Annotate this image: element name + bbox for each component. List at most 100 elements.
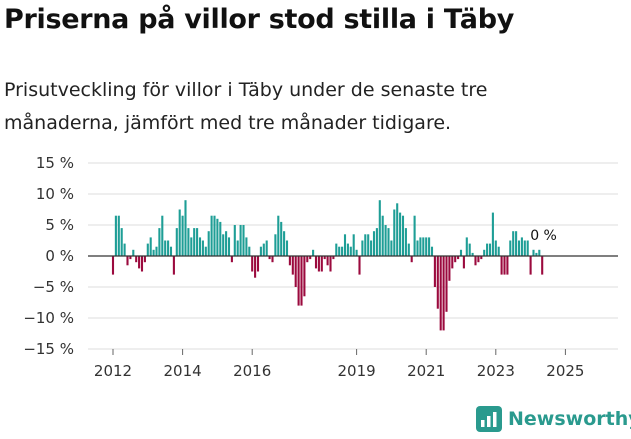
bar [367, 234, 370, 256]
bar [222, 234, 225, 256]
bar [138, 256, 141, 269]
bar [323, 256, 326, 260]
bar [515, 231, 518, 256]
bar [509, 240, 512, 256]
bar [439, 256, 442, 331]
bar [500, 256, 503, 275]
bar [117, 215, 120, 256]
bar [175, 228, 178, 256]
bar [349, 246, 352, 256]
bar [225, 231, 228, 256]
bar [146, 243, 149, 256]
bar [317, 256, 320, 272]
bar [474, 256, 477, 266]
bar [248, 246, 251, 256]
bar [129, 256, 132, 260]
x-tick-label: 2014 [164, 362, 202, 380]
bar [303, 256, 306, 297]
bar [454, 256, 457, 263]
bar [459, 249, 463, 256]
bar [404, 228, 407, 256]
bar [355, 249, 358, 256]
bar [372, 231, 376, 256]
bar [265, 240, 268, 256]
bar [262, 243, 265, 256]
bar [312, 249, 315, 256]
bar [245, 237, 248, 256]
bar [306, 256, 309, 263]
bar [111, 256, 115, 275]
bar [538, 249, 541, 256]
bar [190, 237, 193, 256]
page-title: Priserna på villor stod stilla i Täby [4, 4, 515, 35]
bar [120, 228, 123, 256]
bar [143, 256, 146, 263]
bar [213, 215, 216, 256]
bar [488, 243, 492, 256]
bar [477, 256, 480, 263]
bar [152, 249, 155, 256]
bar [494, 240, 497, 256]
bar [471, 252, 474, 256]
bar [341, 246, 344, 256]
bar [132, 249, 135, 256]
bar [370, 240, 373, 256]
x-tick-label: 2016 [233, 362, 271, 380]
bar [381, 215, 384, 256]
bar [497, 246, 500, 256]
bar [419, 237, 422, 256]
bar [384, 225, 387, 256]
bar [465, 237, 468, 256]
bar [541, 256, 544, 275]
bar [358, 256, 361, 275]
bar [448, 256, 451, 281]
bar [283, 231, 286, 256]
x-tick-label: 2012 [94, 362, 132, 380]
bar [216, 218, 219, 256]
bar [256, 256, 260, 272]
bar [433, 256, 436, 287]
bar [149, 237, 152, 256]
bar [329, 256, 332, 272]
bar [233, 225, 236, 256]
bar [210, 215, 213, 256]
bar [532, 249, 535, 256]
bar [280, 221, 283, 256]
bar [401, 215, 405, 256]
bar [523, 240, 526, 256]
bar [442, 256, 445, 331]
bar [535, 252, 538, 256]
bar [135, 256, 138, 263]
bar [274, 234, 277, 256]
bar [335, 243, 338, 256]
bar [291, 256, 294, 275]
bar [140, 256, 144, 272]
bar [529, 256, 532, 275]
bar [251, 256, 254, 272]
bar [430, 246, 434, 256]
bar [483, 249, 486, 256]
bar [193, 228, 196, 256]
bar [413, 215, 416, 256]
y-tick-label: 10 % [36, 185, 74, 203]
bar [123, 243, 126, 256]
x-tick-label: 2019 [338, 362, 376, 380]
bar [155, 246, 158, 256]
bar [314, 256, 318, 269]
bar [326, 256, 329, 266]
bar [503, 256, 506, 275]
bar [178, 209, 181, 256]
bar [517, 240, 521, 256]
bar [254, 256, 257, 278]
bar [378, 200, 381, 256]
bar [161, 215, 164, 256]
bar [410, 256, 413, 263]
bar [506, 256, 509, 275]
bar [239, 225, 242, 256]
y-tick-label: 15 % [36, 154, 74, 172]
y-tick-label: −15 % [23, 340, 74, 358]
bar [375, 228, 378, 256]
bar [285, 240, 289, 256]
bar [187, 228, 190, 256]
